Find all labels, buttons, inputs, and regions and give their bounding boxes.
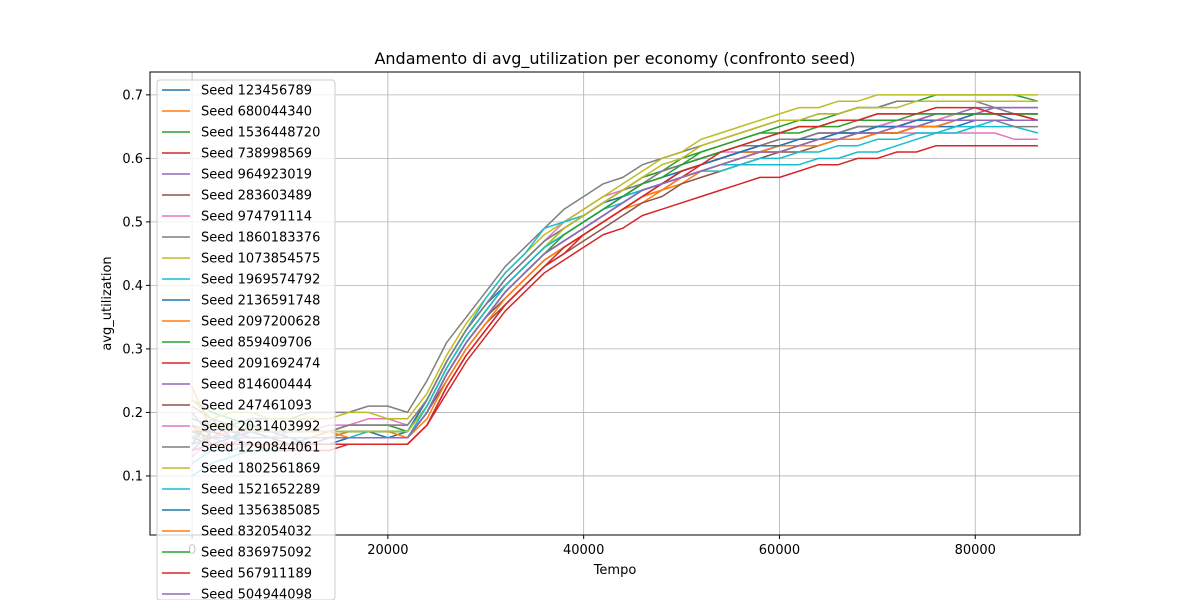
legend-entry-label: Seed 836975092 [201, 546, 312, 561]
legend-entry-label: Seed 964923019 [201, 168, 312, 183]
legend-entry-label: Seed 247461093 [201, 399, 312, 414]
y-tick-label: 0.1 [122, 469, 143, 484]
x-axis-label: Tempo [593, 563, 637, 578]
x-tick-label: 80000 [955, 543, 996, 558]
y-tick-label: 0.5 [122, 215, 143, 230]
legend-entry-label: Seed 974791114 [201, 210, 312, 225]
legend-entry-label: Seed 2091692474 [201, 357, 320, 372]
y-tick-label: 0.2 [122, 406, 143, 421]
legend-entry-label: Seed 680044340 [201, 105, 312, 120]
x-tick-label: 20000 [367, 543, 408, 558]
axis-ticks: 0200004000060000800000.10.20.30.40.50.60… [122, 88, 996, 558]
legend-box [156, 79, 336, 600]
y-tick-label: 0.4 [122, 279, 143, 294]
plot-frame [149, 71, 1081, 536]
legend-entry-label: Seed 832054032 [201, 525, 312, 540]
legend-entry-label: Seed 1802561869 [201, 462, 320, 477]
x-tick-label: 60000 [759, 543, 800, 558]
legend-entry-label: Seed 2097200628 [201, 315, 320, 330]
legend-entry-label: Seed 2136591748 [201, 294, 320, 309]
legend-entry-label: Seed 1521652289 [201, 483, 320, 498]
y-tick-label: 0.6 [122, 152, 143, 167]
legend-entry-label: Seed 814600444 [201, 378, 312, 393]
legend-entry-label: Seed 1073854575 [201, 252, 320, 267]
legend-entry-label: Seed 738998569 [201, 147, 312, 162]
legend-entry-label: Seed 1536448720 [201, 126, 320, 141]
legend-entry-label: Seed 123456789 [201, 84, 312, 99]
legend-entry-label: Seed 1356385085 [201, 504, 320, 519]
y-tick-label: 0.7 [122, 88, 143, 103]
legend-entry-label: Seed 1860183376 [201, 231, 320, 246]
legend-entry-label: Seed 859409706 [201, 336, 312, 351]
legend-entry-label: Seed 2031403992 [201, 420, 320, 435]
y-tick-label: 0.3 [122, 342, 143, 357]
chart-title: Andamento di avg_utilization per economy… [374, 49, 855, 69]
legend-entry-label: Seed 283603489 [201, 189, 312, 204]
y-axis-label: avg_utilization [100, 256, 115, 350]
x-tick-label: 40000 [563, 543, 604, 558]
legend-entry-label: Seed 567911189 [201, 567, 312, 582]
legend-entry-label: Seed 504944098 [201, 588, 312, 600]
legend-entry-label: Seed 1290844061 [201, 441, 320, 456]
legend-entry-label: Seed 1969574792 [201, 273, 320, 288]
legend: Seed 123456789 Seed 680044340 Seed 1536448… [156, 79, 336, 600]
